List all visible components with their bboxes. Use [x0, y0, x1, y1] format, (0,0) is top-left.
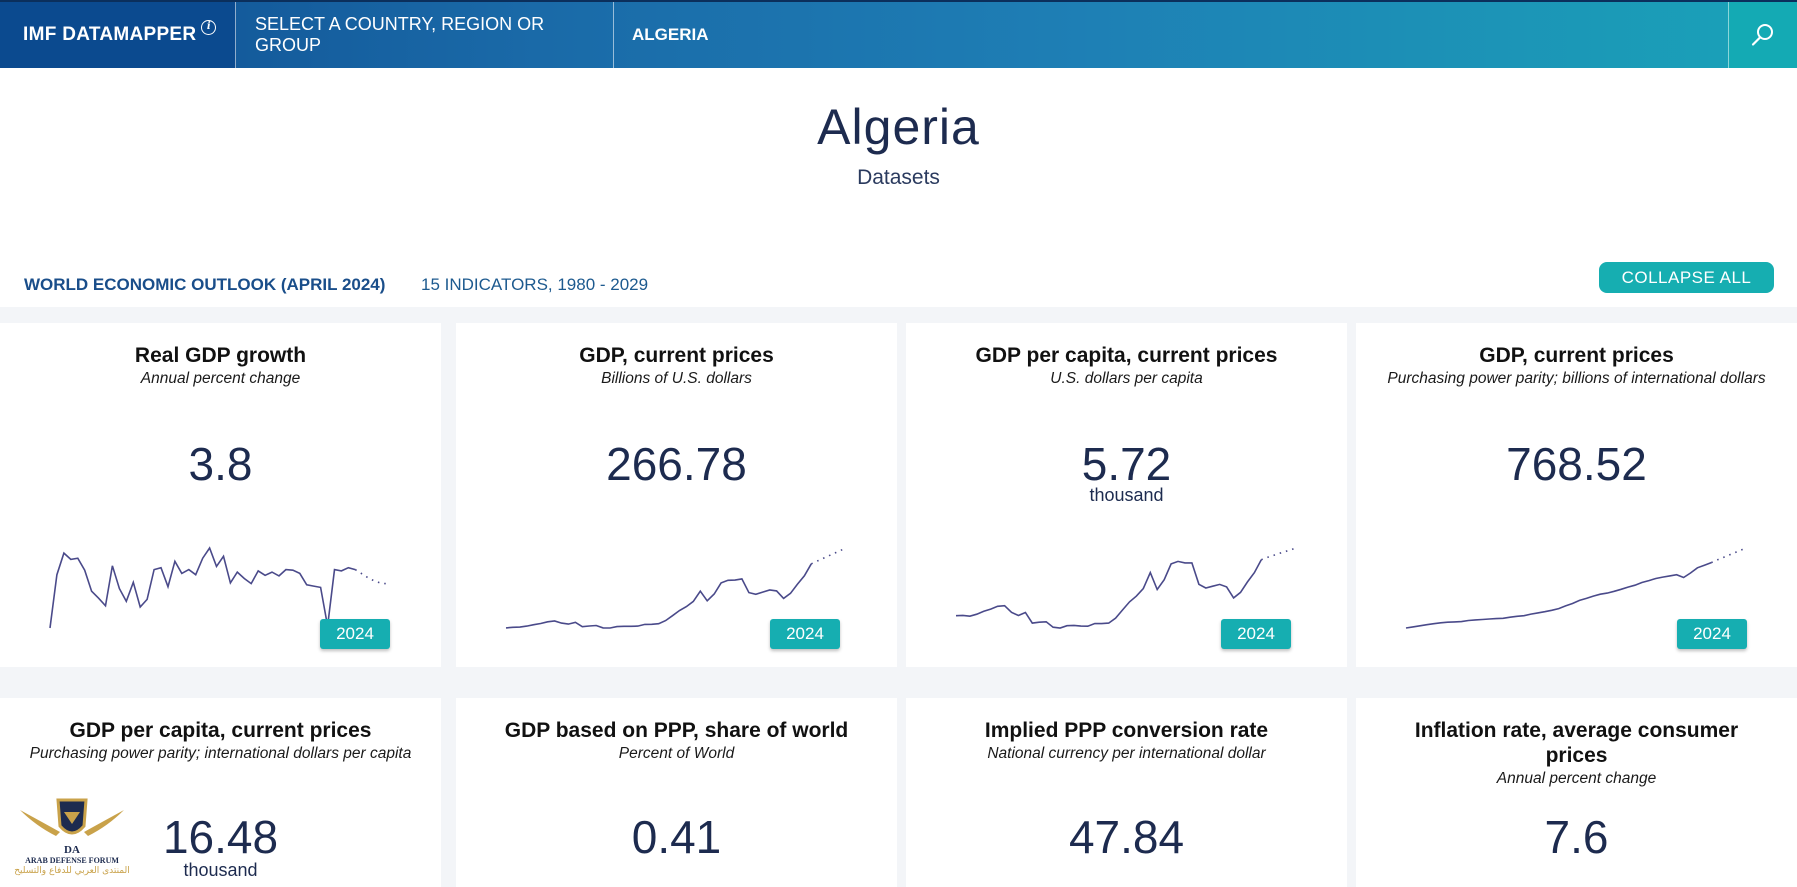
indicator-value: 266.78: [606, 438, 747, 490]
year-button[interactable]: 2024: [320, 619, 390, 649]
indicator-title: GDP, current prices: [579, 344, 774, 367]
indicator-value: 47.84: [1068, 811, 1185, 863]
sparkline: [49, 546, 390, 629]
sparkline-actual: [505, 563, 812, 629]
indicator-title: Implied PPP conversion rate: [984, 719, 1269, 742]
indicator-unit: Annual percent change: [140, 370, 301, 387]
indicator-card[interactable]: GDP, current prices Billions of U.S. dol…: [456, 323, 897, 667]
search-icon: [1751, 24, 1773, 46]
sparkline-projection: [354, 568, 390, 585]
current-country[interactable]: ALGERIA: [614, 2, 1728, 68]
country-selector[interactable]: SELECT A COUNTRY, REGION OR GROUP: [236, 2, 614, 68]
indicator-scale: thousand: [183, 860, 258, 880]
collapse-all-button[interactable]: COLLAPSE ALL: [1599, 262, 1774, 293]
current-country-label: ALGERIA: [632, 25, 709, 44]
sparkline-actual: [49, 546, 356, 629]
indicator-unit: Purchasing power parity; international d…: [29, 745, 412, 762]
sparkline: [1405, 547, 1747, 629]
sparkline-projection: [810, 547, 847, 565]
indicator-value: 16.48: [162, 811, 279, 863]
sparkline: [505, 547, 847, 629]
indicator-scale: thousand: [1089, 485, 1164, 505]
sparkline-projection: [1710, 547, 1747, 564]
dataset-meta: 15 INDICATORS, 1980 - 2029: [421, 275, 649, 294]
indicator-value: 3.8: [188, 438, 253, 490]
indicator-unit: U.S. dollars per capita: [1050, 370, 1203, 387]
indicator-unit: Percent of World: [618, 745, 735, 762]
indicator-title: Real GDP growth: [134, 344, 307, 367]
watermark-initials: DA: [64, 844, 80, 856]
indicator-card[interactable]: Real GDP growth Annual percent change 3.…: [0, 323, 441, 667]
sparkline-projection: [1261, 547, 1297, 561]
search-button[interactable]: [1728, 2, 1797, 68]
indicator-unit: Annual percent change: [1496, 770, 1657, 787]
indicator-title: GDP based on PPP, share of world: [504, 719, 849, 742]
indicator-title: Inflation rate, average consumer prices: [1414, 719, 1739, 767]
page-title: Algeria: [817, 99, 980, 155]
year-button[interactable]: 2024: [1677, 619, 1747, 649]
indicator-card[interactable]: GDP per capita, current prices Purchasin…: [0, 698, 441, 887]
indicator-card[interactable]: GDP per capita, current prices U.S. doll…: [906, 323, 1347, 667]
indicator-card[interactable]: GDP, current prices Purchasing power par…: [1356, 323, 1797, 667]
sparkline-actual: [955, 559, 1263, 629]
indicator-unit: National currency per international doll…: [987, 745, 1266, 762]
top-navigation: IMF DATAMAPPER i SELECT A COUNTRY, REGIO…: [0, 0, 1797, 68]
year-button[interactable]: 2024: [1221, 619, 1291, 649]
sparkline-actual: [1405, 561, 1712, 629]
sparkline: [955, 547, 1297, 629]
indicator-card[interactable]: Implied PPP conversion rate National cur…: [906, 698, 1347, 887]
watermark-logo: DA ARAB DEFENSE FORUM المنتدى العربي للد…: [12, 792, 132, 884]
indicator-title: GDP per capita, current prices: [975, 344, 1278, 367]
info-icon[interactable]: i: [201, 19, 217, 35]
indicator-title: GDP per capita, current prices: [69, 719, 372, 742]
watermark-name: ARAB DEFENSE FORUM: [25, 856, 119, 865]
indicator-card[interactable]: GDP based on PPP, share of world Percent…: [456, 698, 897, 887]
dataset-name[interactable]: WORLD ECONOMIC OUTLOOK (APRIL 2024): [24, 275, 386, 294]
country-selector-label: SELECT A COUNTRY, REGION OR GROUP: [255, 14, 545, 55]
indicator-value: 0.41: [631, 811, 722, 863]
indicator-card[interactable]: Inflation rate, average consumer prices …: [1356, 698, 1797, 887]
indicator-unit: Purchasing power parity; billions of int…: [1387, 370, 1766, 387]
indicator-value: 5.72: [1081, 438, 1172, 490]
indicator-value: 768.52: [1506, 438, 1647, 490]
indicator-value: 7.6: [1544, 811, 1609, 863]
indicator-unit: Billions of U.S. dollars: [601, 370, 752, 387]
year-button[interactable]: 2024: [770, 619, 840, 649]
brand-logo[interactable]: IMF DATAMAPPER i: [0, 2, 236, 68]
brand-name: IMF DATAMAPPER: [23, 24, 197, 45]
indicator-title: GDP, current prices: [1479, 344, 1674, 367]
watermark-arabic: المنتدى العربي للدفاع والتسليح: [14, 866, 130, 876]
forum-shield-icon: [20, 798, 124, 836]
page-subtitle: Datasets: [857, 166, 940, 189]
